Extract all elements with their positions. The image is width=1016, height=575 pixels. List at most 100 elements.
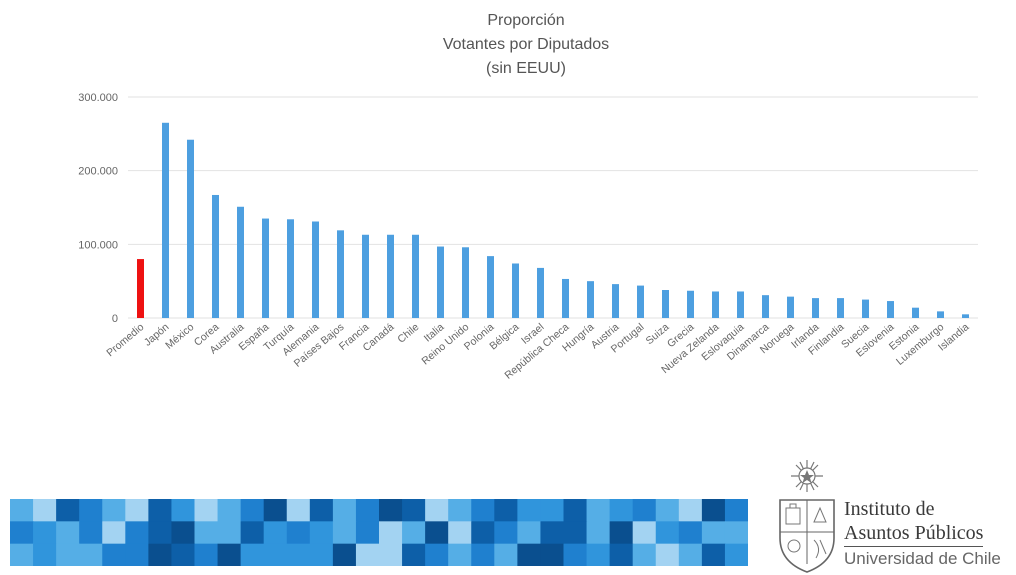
mosaic-tile (632, 521, 657, 545)
mosaic-tile (724, 521, 748, 545)
bar (312, 221, 319, 318)
mosaic-tile (332, 521, 357, 545)
mosaic-tile (332, 499, 357, 522)
mosaic-tile (286, 521, 311, 545)
chart-title-line-1: Proporción (487, 12, 564, 29)
mosaic-tile (148, 543, 173, 566)
mosaic-tile (448, 521, 472, 545)
mosaic-tile (609, 543, 634, 566)
blue-mosaic-banner (10, 499, 748, 566)
bar (862, 299, 869, 318)
mosaic-tile (563, 499, 588, 522)
bar (562, 278, 569, 318)
mosaic-tile (471, 499, 495, 522)
mosaic-tile (563, 521, 588, 545)
mosaic-tile (355, 521, 380, 545)
mosaic-tile (217, 521, 242, 545)
bar (237, 206, 244, 318)
bar (262, 218, 269, 318)
mosaic-tile (171, 521, 196, 545)
mosaic-tile (194, 521, 219, 545)
mosaic-tile (425, 543, 449, 566)
mosaic-tile (678, 521, 703, 545)
mosaic-tile (33, 543, 57, 566)
bar (187, 139, 194, 318)
mosaic-tile (471, 543, 495, 566)
bar (387, 234, 394, 318)
mosaic-tile (148, 521, 173, 545)
mosaic-tile (379, 521, 403, 545)
mosaic-tile (701, 499, 726, 522)
mosaic-tile (56, 499, 80, 522)
mosaic-tile (678, 543, 703, 566)
bar (737, 291, 744, 318)
mosaic-tile (10, 499, 34, 522)
mosaic-tile (517, 499, 542, 522)
mosaic-tile (494, 543, 518, 566)
university-name: Universidad de Chile (844, 549, 1001, 568)
mosaic-tile (655, 521, 680, 545)
mosaic-tile (263, 521, 288, 545)
y-tick-label: 200.000 (78, 166, 118, 178)
mosaic-tile (379, 499, 403, 522)
mosaic-tile (217, 499, 242, 522)
mosaic-tile (309, 499, 334, 522)
mosaic-tile (263, 499, 288, 522)
bar (637, 285, 644, 318)
mosaic-tile (309, 543, 334, 566)
x-tick-label: Promedio (104, 321, 146, 359)
mosaic-tile (10, 543, 34, 566)
gridlines (128, 96, 978, 319)
mosaic-tile (609, 499, 634, 522)
bar-chart: Proporción Votantes por Diputados (sin E… (78, 12, 978, 382)
y-tick-label: 300.000 (78, 92, 118, 104)
mosaic-tile (355, 543, 380, 566)
mosaic-tile (563, 543, 588, 566)
y-tick-label: 100.000 (78, 239, 118, 251)
mosaic-tile (448, 543, 472, 566)
y-axis-ticks: 0 100.000 200.000 300.000 (78, 92, 118, 325)
mosaic-tile (517, 521, 542, 545)
mosaic-tile (332, 543, 357, 566)
mosaic-tile (586, 499, 611, 522)
bar (212, 194, 219, 318)
bar (662, 290, 669, 318)
bar (537, 267, 544, 318)
bar (787, 296, 794, 318)
mosaic-tile (102, 521, 126, 545)
x-tick-label: Chile (395, 321, 421, 346)
bar (137, 259, 144, 318)
mosaic-tile (609, 521, 634, 545)
mosaic-tile (448, 499, 472, 522)
mosaic-tile (402, 521, 426, 545)
mosaic-tile (540, 499, 565, 522)
mosaic-tile (540, 521, 565, 545)
mosaic-tile (309, 521, 334, 545)
mosaic-tile (125, 521, 149, 545)
y-tick-label: 0 (112, 313, 118, 325)
mosaic-tile (494, 499, 518, 522)
bar (912, 307, 919, 318)
mosaic-tile (355, 499, 380, 522)
mosaic-tile (125, 499, 149, 522)
chart-title-line-2: Votantes por Diputados (443, 36, 609, 53)
mosaic-tile (148, 499, 173, 522)
mosaic-tile (217, 543, 242, 566)
bar (962, 314, 969, 318)
mosaic-tile (194, 499, 219, 522)
mosaic-tile (724, 499, 748, 522)
chart-title-line-3: (sin EEUU) (486, 60, 566, 77)
bar (937, 311, 944, 318)
bar (712, 291, 719, 318)
mosaic-tile (586, 543, 611, 566)
bar (437, 246, 444, 318)
mosaic-tile (402, 543, 426, 566)
mosaic-tile (402, 499, 426, 522)
mosaic-tile (171, 543, 196, 566)
mosaic-tile (655, 499, 680, 522)
mosaic-tile (701, 521, 726, 545)
mosaic-tile (286, 499, 311, 522)
bar (612, 284, 619, 318)
mosaic-tile (125, 543, 149, 566)
bar (687, 290, 694, 318)
